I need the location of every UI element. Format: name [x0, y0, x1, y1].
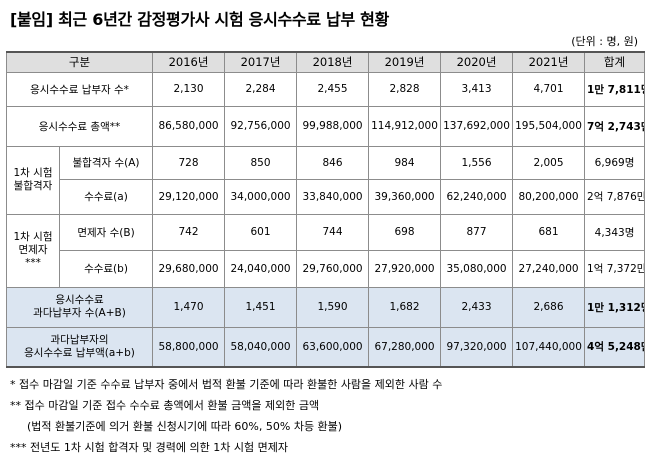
cell: 1,556 [440, 145, 514, 180]
cell: 34,000,000 [224, 178, 298, 215]
total-cell: 6,969명 [584, 145, 646, 180]
cell: 97,320,000 [440, 326, 514, 368]
footnote: (법적 환불기준에 의거 환불 신청시기에 따라 60%, 50% 차등 환불) [27, 420, 343, 433]
cell: 63,600,000 [296, 326, 370, 368]
cell: 984 [368, 145, 442, 180]
cell: 62,240,000 [440, 178, 514, 215]
group-label-fail: 1차 시험 불합격자 [6, 145, 60, 215]
cell: 29,760,000 [296, 249, 370, 288]
cell: 80,200,000 [512, 178, 586, 215]
cell: 4,701 [512, 71, 586, 107]
row-label: 수수료(b) [58, 249, 154, 288]
row-label: 불합격자 수(A) [58, 145, 154, 180]
cell: 2,284 [224, 71, 298, 107]
cell: 2,130 [152, 71, 226, 107]
row-label: 과다납부자의 응시수수료 납부액(a+b) [5, 326, 154, 368]
cell: 195,504,000 [512, 105, 586, 147]
cell: 137,692,000 [440, 105, 514, 147]
table-row: 수수료(b) 29,680,000 24,040,000 29,760,000 … [7, 249, 646, 288]
row-label-line: 응시수수료 [55, 294, 104, 306]
row-label-line: 과다납부자 수(A+B) [33, 307, 126, 319]
cell: 58,800,000 [152, 326, 226, 368]
cell: 58,040,000 [224, 326, 298, 368]
row-label: 응시수수료 과다납부자 수(A+B) [5, 286, 154, 328]
cell: 2,686 [512, 286, 586, 328]
cell: 698 [368, 213, 442, 251]
cell: 92,756,000 [224, 105, 298, 147]
cell: 877 [440, 213, 514, 251]
cell: 27,920,000 [368, 249, 442, 288]
row-label: 수수료(a) [58, 178, 154, 215]
cell: 1,682 [368, 286, 442, 328]
cell: 107,440,000 [512, 326, 586, 368]
total-cell: 7억 2,743만원 [584, 105, 646, 147]
cell: 2,005 [512, 145, 586, 180]
header-year: 2021년 [512, 51, 586, 73]
cell: 67,280,000 [368, 326, 442, 368]
total-cell: 2억 7,876만원 [584, 178, 646, 215]
header-year: 2020년 [440, 51, 514, 73]
cell: 33,840,000 [296, 178, 370, 215]
cell: 29,120,000 [152, 178, 226, 215]
cell: 39,360,000 [368, 178, 442, 215]
cell: 24,040,000 [224, 249, 298, 288]
cell: 846 [296, 145, 370, 180]
cell: 742 [152, 213, 226, 251]
table-row: 응시수수료 과다납부자 수(A+B) 1,470 1,451 1,590 1,6… [5, 286, 646, 328]
cell: 1,451 [224, 286, 298, 328]
page-title: [붙임] 최근 6년간 감정평가사 시험 응시수수료 납부 현황 [10, 10, 389, 29]
row-label: 면제자 수(B) [58, 213, 154, 251]
footnotes: * 접수 마감일 기준 수수료 납부자 중에서 법적 환불 기준에 따라 환불한… [10, 374, 442, 458]
header-year: 2018년 [296, 51, 370, 73]
row-label-line: 과다납부자의 [50, 333, 109, 346]
cell: 3,413 [440, 71, 514, 107]
cell: 2,455 [296, 71, 370, 107]
table-row: 1차 시험 면제자 *** 면제자 수(B) 742 601 744 698 8… [6, 213, 646, 288]
total-cell: 1만 1,312명 [584, 286, 646, 328]
cell: 681 [512, 213, 586, 251]
header-row: 구분 2016년 2017년 2018년 2019년 2020년 2021년 합… [5, 51, 646, 73]
header-total: 합계 [584, 51, 646, 73]
total-cell: 1억 7,372만원 [584, 249, 646, 288]
table-row: 응시수수료 납부자 수* 2,130 2,284 2,455 2,828 3,4… [5, 71, 646, 107]
table-row: 과다납부자의 응시수수료 납부액(a+b) 58,800,000 58,040,… [5, 326, 646, 368]
cell: 1,470 [152, 286, 226, 328]
header-year: 2019년 [368, 51, 442, 73]
cell: 99,988,000 [296, 105, 370, 147]
footnote: *** 전년도 1차 시험 합격자 및 경력에 의한 1차 시험 면제자 [10, 441, 288, 454]
cell: 27,240,000 [512, 249, 586, 288]
cell: 2,828 [368, 71, 442, 107]
cell: 35,080,000 [440, 249, 514, 288]
group-label-exempt: 1차 시험 면제자 *** [6, 213, 60, 288]
cell: 728 [152, 145, 226, 180]
cell: 601 [224, 213, 298, 251]
cell: 2,433 [440, 286, 514, 328]
total-cell: 4,343명 [584, 213, 646, 251]
total-cell: 4억 5,248만원 [584, 326, 646, 368]
cell: 114,912,000 [368, 105, 442, 147]
footnote: ** 접수 마감일 기준 접수 수수료 총액에서 환불 금액을 제외한 금액 [10, 399, 320, 412]
row-label-line: 응시수수료 납부액(a+b) [24, 346, 135, 359]
cell: 1,590 [296, 286, 370, 328]
fee-table: 구분 2016년 2017년 2018년 2019년 2020년 2021년 합… [5, 51, 646, 368]
row-label: 응시수수료 총액** [5, 105, 154, 147]
total-cell: 1만 7,811명 [584, 71, 646, 107]
cell: 744 [296, 213, 370, 251]
cell: 850 [224, 145, 298, 180]
unit-label: (단위 : 명, 원) [571, 35, 638, 48]
header-year: 2016년 [152, 51, 226, 73]
table-row: 수수료(a) 29,120,000 34,000,000 33,840,000 … [7, 178, 646, 215]
table-row: 응시수수료 총액** 86,580,000 92,756,000 99,988,… [5, 105, 646, 147]
cell: 86,580,000 [152, 105, 226, 147]
row-label: 응시수수료 납부자 수* [5, 71, 154, 107]
footnote: * 접수 마감일 기준 수수료 납부자 중에서 법적 환불 기준에 따라 환불한… [10, 378, 443, 391]
cell: 29,680,000 [152, 249, 226, 288]
header-category: 구분 [5, 51, 154, 73]
table-row: 1차 시험 불합격자 불합격자 수(A) 728 850 846 984 1,5… [6, 145, 646, 215]
header-year: 2017년 [224, 51, 298, 73]
